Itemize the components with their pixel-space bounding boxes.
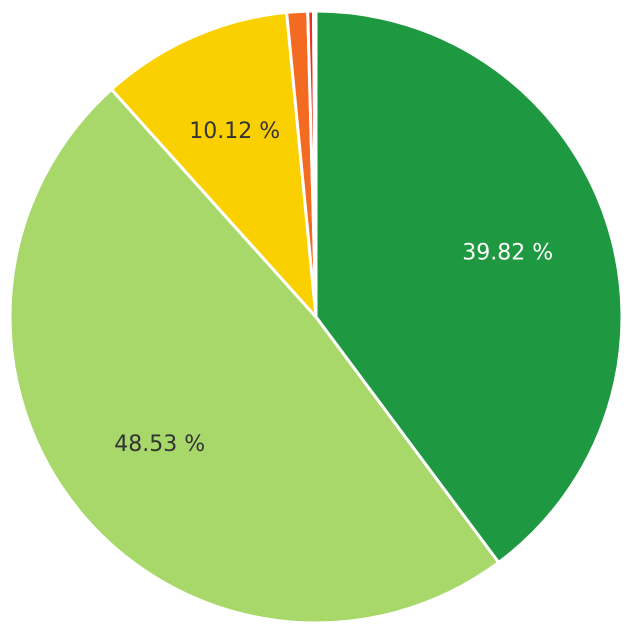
pie-slice-label-2: 48.53 % <box>114 432 205 457</box>
pie-slice-6 <box>312 9 318 319</box>
pie-labels: 39.82 % 48.53 % 10.12 % <box>114 119 553 457</box>
pie-slice-3 <box>109 10 318 319</box>
pie-slice-label-3: 10.12 % <box>189 119 280 144</box>
pie-slices <box>8 9 624 625</box>
pie-slice-2 <box>8 87 501 625</box>
pie-slice-1 <box>314 9 624 565</box>
pie-slice-label-1: 39.82 % <box>462 241 553 266</box>
